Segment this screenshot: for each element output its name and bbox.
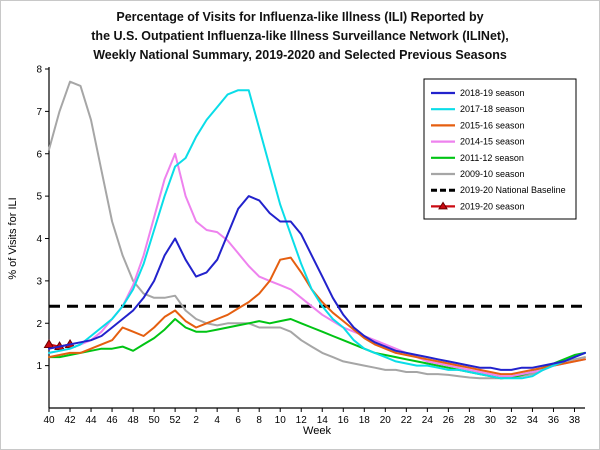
chart-title-line3: Weekly National Summary, 2019-2020 and S… (93, 48, 507, 62)
series-2017-18-season (48, 89, 586, 380)
x-tick-label: 10 (275, 415, 287, 426)
legend-label: 2015-16 season (460, 120, 525, 130)
legend-box (423, 78, 577, 220)
legend-item-2015-16-season: 2015-16 season (431, 120, 525, 130)
x-axis-label: Week (303, 425, 331, 437)
series-2015-16-season (48, 256, 586, 376)
legend-label: 2017-18 season (460, 104, 525, 114)
series-line-2009-10-season (48, 80, 586, 380)
legend-item-2017-18-season: 2017-18 season (431, 104, 525, 114)
x-tick-label: 18 (359, 415, 371, 426)
series-line-2017-18-season (48, 89, 586, 380)
series-line-2014-15-season (48, 152, 586, 378)
y-tick-label: 1 (36, 361, 42, 372)
legend-item-2019-20-season: 2019-20 season (431, 201, 525, 211)
x-tick-label: 48 (128, 415, 140, 426)
series-2009-10-season (48, 80, 586, 380)
x-tick-label: 20 (380, 415, 392, 426)
x-tick-label: 34 (527, 415, 539, 426)
x-tick-label: 50 (149, 415, 161, 426)
triangle-marker (43, 338, 55, 348)
y-tick-label: 2 (36, 319, 42, 330)
y-tick-label: 6 (36, 149, 42, 160)
x-tick-label: 52 (170, 415, 182, 426)
chart-title-line1: Percentage of Visits for Influenza-like … (116, 10, 484, 24)
y-tick-label: 8 (36, 65, 42, 76)
y-axis: 1 2 3 4 5 6 7 8 (36, 65, 49, 372)
legend-label: 2019-20 season (460, 201, 525, 211)
legend-triangle-marker (438, 201, 448, 210)
y-tick-label: 4 (36, 234, 42, 245)
legend: 2018-19 season 2017-18 season 2015-16 seas… (423, 78, 577, 220)
x-tick-label: 8 (256, 415, 262, 426)
legend-item-2014-15-season: 2014-15 season (431, 137, 525, 147)
x-tick-label: 16 (338, 415, 350, 426)
legend-label: 2018-19 season (460, 88, 525, 98)
legend-item-2019-20-national-baseline: 2019-20 National Baseline (431, 185, 566, 195)
x-tick-label: 6 (235, 415, 241, 426)
y-tick-label: 7 (36, 107, 42, 118)
x-tick-label: 46 (106, 415, 118, 426)
series-line-2015-16-season (48, 256, 586, 376)
y-tick-label: 3 (36, 276, 42, 287)
chart-title: Percentage of Visits for Influenza-like … (1, 8, 599, 65)
legend-item-2011-12-season: 2011-12 season (431, 153, 524, 163)
x-tick-label: 4 (214, 415, 220, 426)
x-tick-label: 14 (317, 415, 329, 426)
y-axis-label: % of Visits for ILI (7, 197, 19, 279)
x-tick-label: 32 (506, 415, 518, 426)
x-tick-label: 24 (422, 415, 434, 426)
series-2018-19-season (48, 195, 586, 371)
chart-title-line2: the U.S. Outpatient Influenza-like Illne… (91, 29, 509, 43)
x-tick-label: 36 (548, 415, 560, 426)
x-tick-label: 2 (193, 415, 199, 426)
x-tick-label: 44 (85, 415, 97, 426)
legend-label: 2011-12 season (460, 153, 524, 163)
legend-label: 2009-10 season (460, 169, 525, 179)
y-tick-label: 5 (36, 192, 42, 203)
legend-item-2018-19-season: 2018-19 season (431, 88, 525, 98)
axes (48, 67, 585, 409)
series-2014-15-season (48, 152, 586, 378)
x-tick-label: 30 (485, 415, 497, 426)
x-tick-label: 38 (569, 415, 581, 426)
x-tick-label: 12 (296, 415, 308, 426)
legend-label: 2014-15 season (460, 137, 525, 147)
x-tick-label: 26 (443, 415, 455, 426)
x-tick-label: 40 (43, 415, 55, 426)
x-axis: 40 42 44 46 48 50 52 2 4 6 8 10 12 14 16 18 20 22 24 26 28 30… (43, 408, 580, 426)
x-tick-label: 22 (401, 415, 413, 426)
legend-label: 2019-20 National Baseline (460, 185, 566, 195)
legend-item-2009-10-season: 2009-10 season (431, 169, 525, 179)
x-tick-label: 28 (464, 415, 476, 426)
x-tick-label: 42 (64, 415, 76, 426)
series-line-2018-19-season (48, 195, 586, 371)
